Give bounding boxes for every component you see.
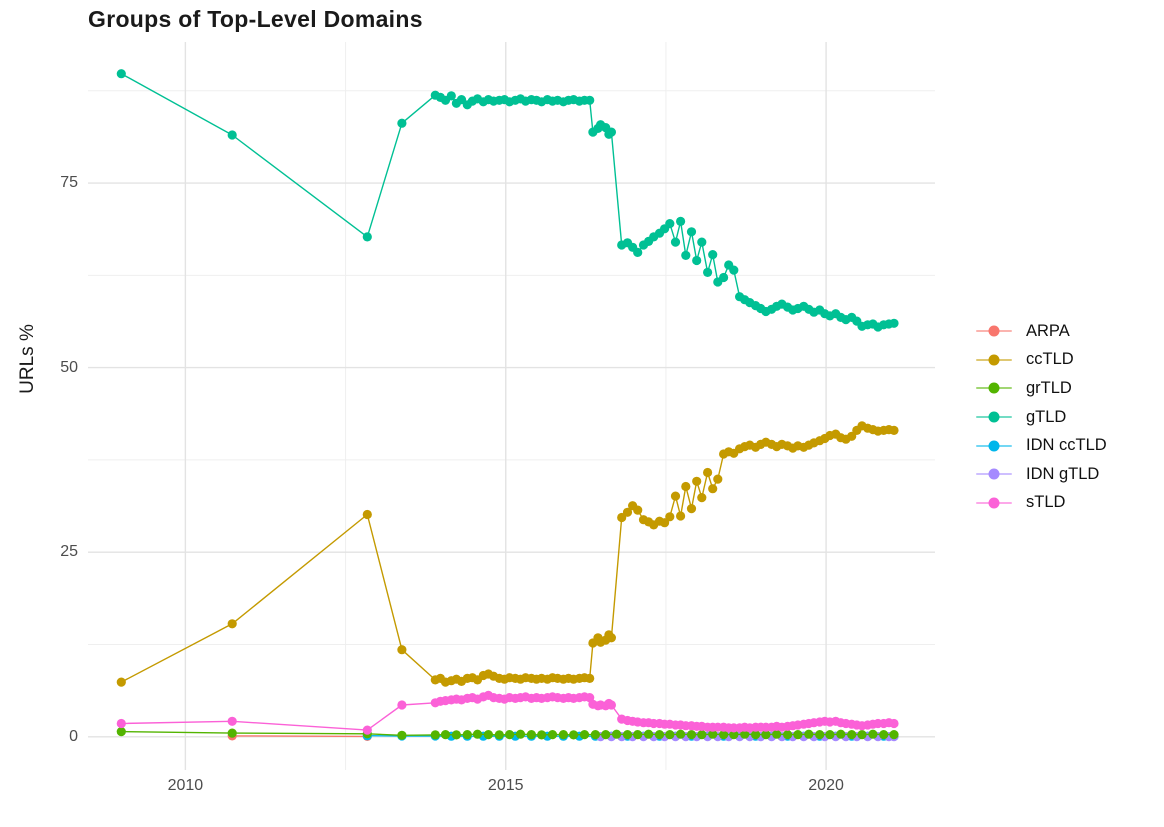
legend-key-icon xyxy=(976,324,1012,338)
series-stld xyxy=(116,690,899,735)
legend-label: grTLD xyxy=(1026,378,1072,397)
legend-label: ccTLD xyxy=(1026,350,1074,369)
legend-label: IDN ccTLD xyxy=(1026,436,1107,455)
legend-item-gtld: gTLD xyxy=(976,403,1107,432)
series-gtld xyxy=(116,69,899,332)
legend-label: ARPA xyxy=(1026,321,1070,340)
series-grtld xyxy=(116,727,899,740)
legend-item-grtld: grTLD xyxy=(976,374,1107,403)
legend-item-arpa: ARPA xyxy=(976,317,1107,346)
legend-item-idn-gtld: IDN gTLD xyxy=(976,460,1107,489)
legend-key-icon xyxy=(976,439,1012,453)
legend-key-icon xyxy=(976,381,1012,395)
x-tick-label: 2010 xyxy=(167,777,204,794)
legend-key-icon xyxy=(976,353,1012,367)
gridlines xyxy=(88,42,935,770)
legend-item-idn-cctld: IDN ccTLD xyxy=(976,431,1107,460)
legend-key-icon xyxy=(976,410,1012,424)
legend: ARPA ccTLD grTLD gTLD IDN ccTLD IDN gTLD sTLD xyxy=(976,317,1107,517)
y-tick-label: 75 xyxy=(60,174,78,192)
legend-label: IDN gTLD xyxy=(1026,464,1100,483)
legend-item-stld: sTLD xyxy=(976,489,1107,518)
x-tick-label: 2020 xyxy=(808,777,844,794)
x-tick-label: 2015 xyxy=(487,777,524,794)
legend-key-icon xyxy=(976,467,1012,481)
legend-item-cctld: ccTLD xyxy=(976,346,1107,375)
legend-label: gTLD xyxy=(1026,407,1067,426)
y-tick-label: 0 xyxy=(69,727,78,745)
series-cctld xyxy=(116,421,899,687)
y-tick-label: 25 xyxy=(60,543,78,561)
chart-title: Groups of Top-Level Domains xyxy=(88,6,423,32)
y-tick-label: 50 xyxy=(60,358,78,376)
legend-label: sTLD xyxy=(1026,493,1066,512)
legend-key-icon xyxy=(976,496,1012,510)
